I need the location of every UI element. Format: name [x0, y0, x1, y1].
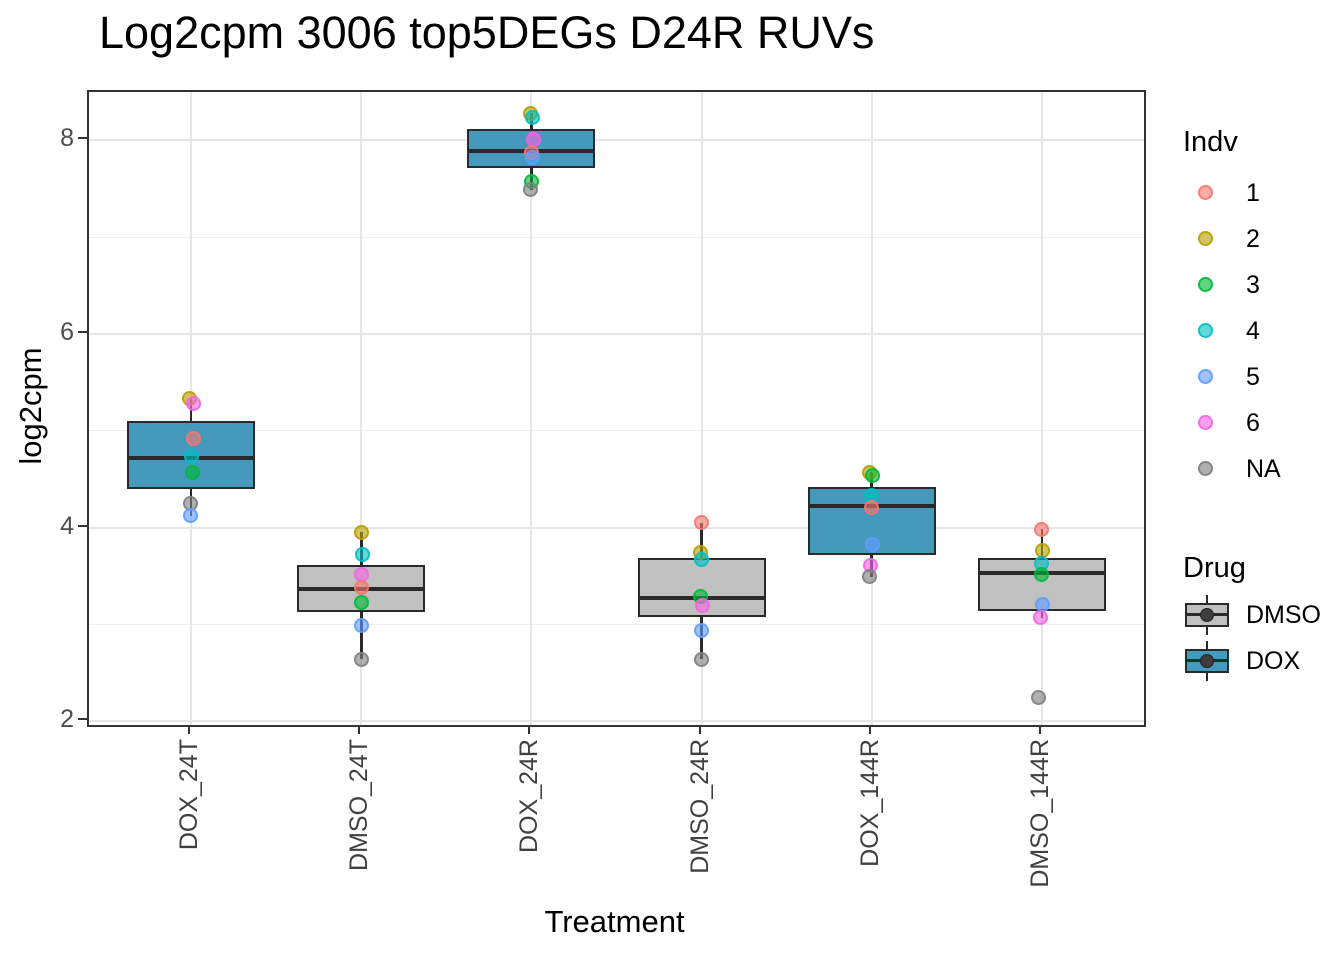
y-tick-label: 8	[60, 124, 74, 153]
point-indv-NA	[1031, 690, 1047, 706]
point-indv-4	[183, 449, 199, 465]
legend-title-drug: Drug	[1183, 552, 1246, 584]
point-indv-2	[353, 524, 369, 540]
y-tick-label: 6	[60, 317, 74, 346]
x-tick-label-DMSO_24R: DMSO_24R	[685, 739, 714, 874]
x-tick-mark	[1038, 725, 1041, 734]
point-indv-1	[185, 431, 201, 446]
legend-item-indv-2: 2	[1183, 216, 1343, 262]
x-tick-mark	[698, 725, 701, 734]
legend-dot-icon	[1198, 369, 1213, 384]
plot-panel	[87, 90, 1146, 727]
gridline-major	[89, 526, 1144, 529]
x-tick-label-DMSO_144R: DMSO_144R	[1025, 739, 1054, 888]
legend-item-indv-4: 4	[1183, 308, 1343, 354]
legend-item-drug-DOX: DOX	[1183, 638, 1343, 684]
point-indv-3	[1034, 566, 1050, 582]
point-indv-5	[694, 622, 710, 638]
x-tick-label-DMSO_24T: DMSO_24T	[345, 739, 374, 871]
legend-item-label: DMSO	[1246, 601, 1321, 629]
point-indv-4	[694, 551, 710, 567]
x-tick-mark	[868, 725, 871, 734]
boxplot-key-icon	[1185, 641, 1229, 681]
boxplot-key-icon	[1185, 595, 1229, 635]
point-indv-5	[353, 617, 369, 633]
legend-dot-icon	[1198, 461, 1213, 476]
point-indv-6	[695, 598, 711, 614]
point-indv-3	[865, 467, 881, 483]
gridline-category	[700, 92, 703, 725]
gridline-minor	[89, 236, 1144, 238]
legend-item-label: 5	[1246, 363, 1260, 391]
gridline-major	[89, 139, 1144, 142]
legend-dot-icon	[1198, 323, 1213, 338]
x-tick-mark	[358, 725, 361, 734]
point-indv-4	[524, 109, 540, 125]
y-tick-mark	[78, 137, 87, 140]
point-indv-3	[184, 464, 200, 480]
legend-item-indv-NA: NA	[1183, 446, 1343, 492]
legend-item-label: NA	[1246, 455, 1281, 483]
legend-indv: 1 2 3 4 5 6 NA	[1183, 170, 1343, 492]
gridline-major	[89, 332, 1144, 335]
legend-item-label: 2	[1246, 225, 1260, 253]
legend-dot-icon	[1198, 185, 1213, 200]
y-tick-label: 4	[60, 511, 74, 540]
gridline-category	[870, 92, 873, 725]
point-indv-NA	[522, 182, 538, 198]
legend-dot-icon	[1198, 231, 1213, 246]
y-axis-title: log2cpm	[13, 347, 48, 465]
point-indv-5	[865, 537, 881, 553]
legend-item-indv-3: 3	[1183, 262, 1343, 308]
x-tick-mark	[528, 725, 531, 734]
legend-item-indv-6: 6	[1183, 400, 1343, 446]
point-indv-6	[1033, 610, 1049, 626]
point-indv-NA	[694, 651, 710, 667]
point-indv-1	[864, 499, 880, 515]
legend-item-label: 3	[1246, 271, 1260, 299]
point-indv-NA	[862, 569, 878, 585]
point-indv-1	[353, 580, 369, 596]
x-tick-label-DOX_24R: DOX_24R	[515, 739, 544, 853]
legend-drug: DMSO DOX	[1183, 592, 1343, 684]
key-point	[1200, 654, 1214, 668]
x-axis-title: Treatment	[544, 904, 685, 939]
legend-item-drug-DMSO: DMSO	[1183, 592, 1343, 638]
x-tick-label-DOX_144R: DOX_144R	[855, 739, 884, 867]
x-tick-label-DOX_24T: DOX_24T	[175, 739, 204, 851]
gridline-minor	[89, 623, 1144, 625]
y-tick-mark	[78, 524, 87, 527]
y-tick-mark	[78, 330, 87, 333]
y-tick-mark	[78, 718, 87, 721]
legend-dot-icon	[1198, 277, 1213, 292]
point-indv-4	[354, 547, 370, 563]
gridline-category	[360, 92, 363, 725]
point-indv-6	[185, 396, 201, 412]
legend-item-label: 6	[1246, 409, 1260, 437]
legend-item-label: DOX	[1246, 647, 1301, 675]
point-indv-3	[353, 594, 369, 610]
legend-item-indv-5: 5	[1183, 354, 1343, 400]
legend-dot-icon	[1198, 415, 1213, 430]
chart-title: Log2cpm 3006 top5DEGs D24R RUVs	[99, 7, 875, 58]
legend-title-indv: Indv	[1183, 126, 1238, 158]
legend-item-indv-1: 1	[1183, 170, 1343, 216]
gridline-category	[530, 92, 533, 725]
point-indv-1	[694, 515, 710, 531]
point-indv-5	[182, 508, 198, 524]
legend-item-label: 4	[1246, 317, 1260, 345]
y-tick-label: 2	[60, 705, 74, 734]
point-indv-1	[1034, 521, 1050, 537]
point-indv-5	[524, 150, 540, 166]
gridline-category	[1040, 92, 1043, 725]
key-point	[1200, 608, 1214, 622]
legend-item-label: 1	[1246, 179, 1260, 207]
x-tick-mark	[188, 725, 191, 734]
point-indv-NA	[353, 651, 369, 667]
gridline-minor	[89, 430, 1144, 432]
gridline-major	[89, 720, 1144, 723]
